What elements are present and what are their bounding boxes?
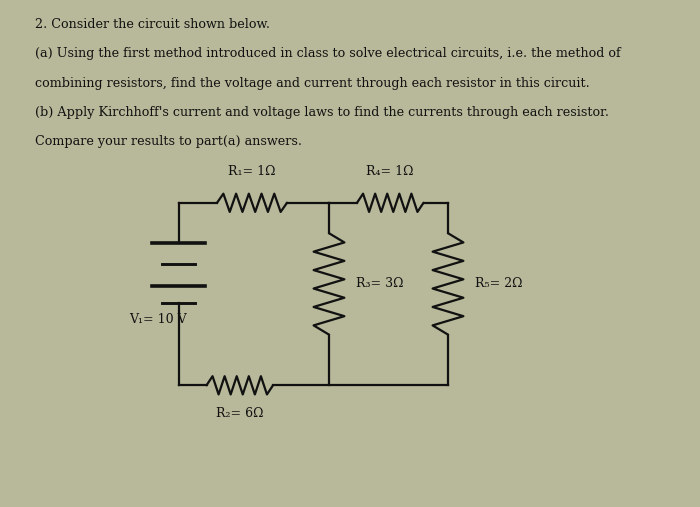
Text: V₁= 10 V: V₁= 10 V (130, 313, 187, 326)
Text: R₁= 1Ω: R₁= 1Ω (228, 165, 276, 178)
Text: R₃= 3Ω: R₃= 3Ω (356, 277, 403, 291)
Text: R₅= 2Ω: R₅= 2Ω (475, 277, 522, 291)
Text: combining resistors, find the voltage and current through each resistor in this : combining resistors, find the voltage an… (35, 77, 589, 90)
Text: Compare your results to part(a) answers.: Compare your results to part(a) answers. (35, 135, 302, 149)
Text: R₂= 6Ω: R₂= 6Ω (216, 407, 263, 420)
Text: 2. Consider the circuit shown below.: 2. Consider the circuit shown below. (35, 18, 270, 31)
Text: (b) Apply Kirchhoff's current and voltage laws to find the currents through each: (b) Apply Kirchhoff's current and voltag… (35, 106, 609, 119)
Text: (a) Using the first method introduced in class to solve electrical circuits, i.e: (a) Using the first method introduced in… (35, 47, 621, 60)
Text: R₄= 1Ω: R₄= 1Ω (367, 165, 414, 178)
